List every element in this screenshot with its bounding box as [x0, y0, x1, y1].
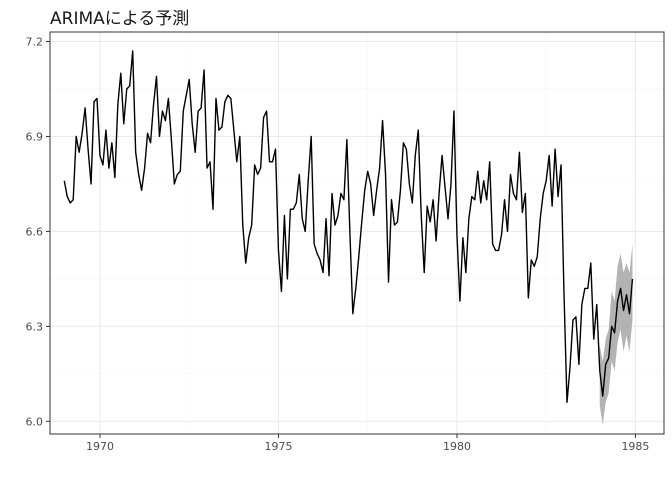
forecast-mean-line — [596, 278, 634, 397]
x-tick-label: 1970 — [86, 440, 114, 453]
y-tick-label: 6.0 — [26, 415, 44, 428]
y-tick-label: 6.6 — [26, 225, 44, 238]
chart-title: ARIMAによる予測 — [50, 9, 190, 29]
x-tick-label: 1975 — [264, 440, 292, 453]
x-axis: 1970 1975 1980 1985 — [86, 434, 649, 453]
forecast-interval — [599, 244, 633, 425]
plot-panel — [50, 32, 664, 434]
y-tick-label: 7.2 — [26, 35, 44, 48]
y-axis: 6.0 6.3 6.6 6.9 7.2 — [26, 35, 50, 428]
y-tick-label: 6.3 — [26, 320, 44, 333]
series-line — [63, 50, 598, 404]
forecast-interval-band — [599, 244, 633, 425]
y-tick-label: 6.9 — [26, 130, 44, 143]
x-tick-label: 1985 — [621, 440, 649, 453]
panel-border — [49, 31, 665, 435]
series-line-layer — [63, 50, 634, 404]
grid-minor — [50, 32, 664, 434]
x-tick-label: 1980 — [443, 440, 471, 453]
